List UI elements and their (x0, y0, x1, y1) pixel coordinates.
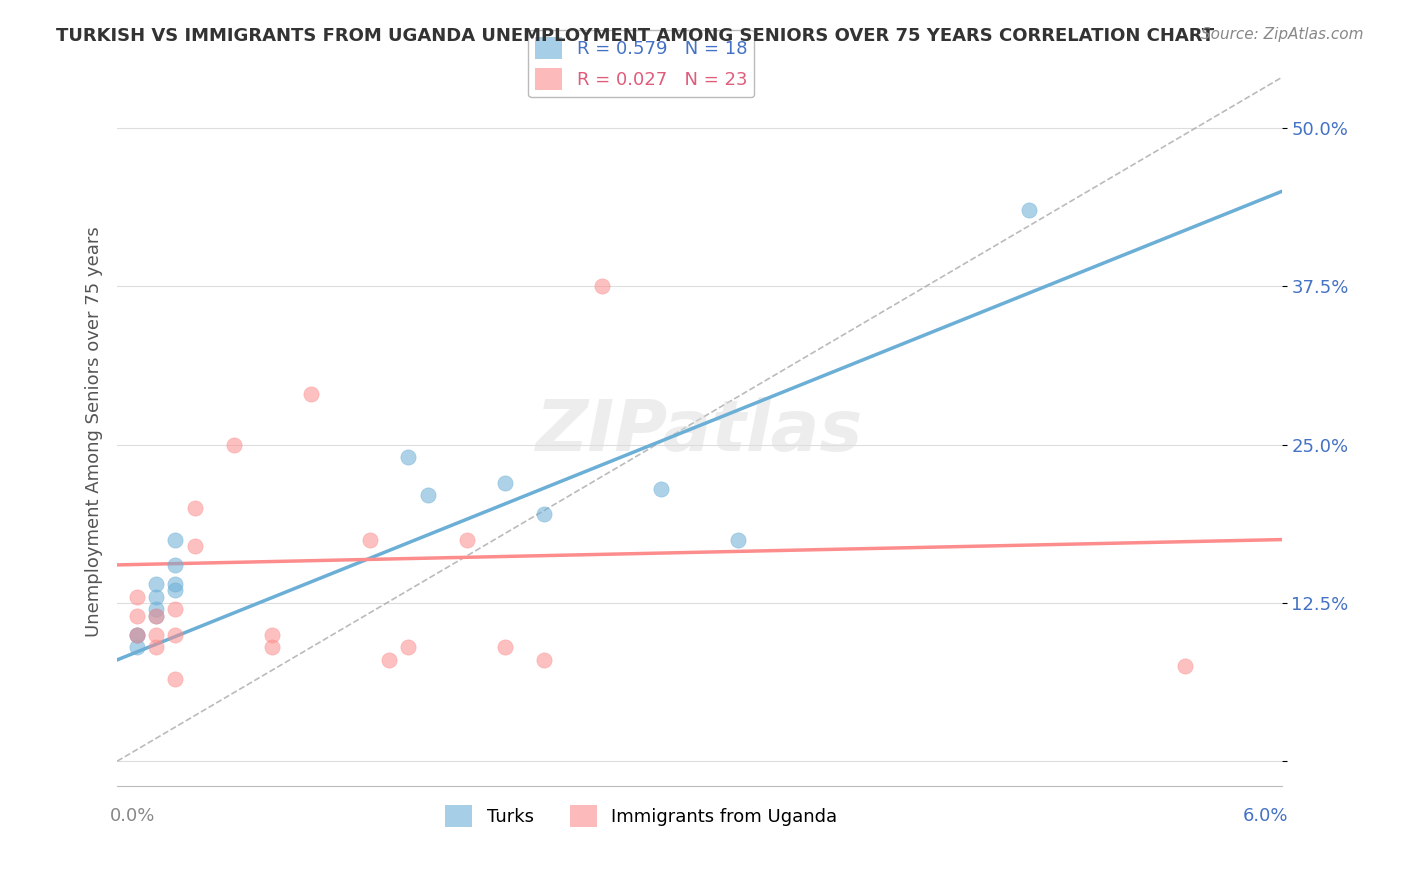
Point (533, 508, 555, 522)
Point (125, 627, 148, 641)
Point (125, 627, 148, 641)
Point (125, 608, 148, 623)
Point (145, 590, 167, 604)
Point (125, 590, 148, 604)
Point (145, 608, 167, 623)
Point (165, 558, 187, 572)
Point (145, 577, 167, 591)
Point (145, 608, 167, 623)
Point (165, 583, 187, 598)
Point (1174, 659, 1197, 673)
Point (494, 475, 516, 490)
Point (125, 627, 148, 641)
Point (378, 653, 401, 667)
Point (165, 577, 187, 591)
Point (456, 533, 478, 547)
Text: 0.0%: 0.0% (110, 807, 156, 825)
Point (165, 533, 187, 547)
Point (184, 500, 207, 515)
Point (494, 640, 516, 655)
Point (165, 672, 187, 686)
Point (1018, 203, 1040, 218)
Point (299, 387, 322, 401)
Point (262, 640, 284, 655)
Point (262, 627, 284, 641)
Point (359, 533, 381, 547)
Point (165, 602, 187, 616)
Point (727, 533, 749, 547)
Point (184, 539, 207, 553)
Text: TURKISH VS IMMIGRANTS FROM UGANDA UNEMPLOYMENT AMONG SENIORS OVER 75 YEARS CORRE: TURKISH VS IMMIGRANTS FROM UGANDA UNEMPL… (56, 27, 1215, 45)
Text: Source: ZipAtlas.com: Source: ZipAtlas.com (1201, 27, 1364, 42)
Text: 6.0%: 6.0% (1243, 807, 1289, 825)
Legend: Turks, Immigrants from Uganda: Turks, Immigrants from Uganda (437, 797, 845, 834)
Point (396, 640, 419, 655)
Point (165, 627, 187, 641)
Point (416, 488, 439, 502)
Point (650, 482, 672, 496)
Point (145, 640, 167, 655)
Point (145, 602, 167, 616)
Point (145, 627, 167, 641)
Point (222, 437, 245, 451)
Point (396, 450, 419, 465)
Y-axis label: Unemployment Among Seniors over 75 years: Unemployment Among Seniors over 75 years (86, 227, 103, 638)
Point (533, 653, 555, 667)
Text: ZIPatlas: ZIPatlas (536, 398, 863, 467)
Point (591, 279, 613, 293)
Point (125, 640, 148, 655)
